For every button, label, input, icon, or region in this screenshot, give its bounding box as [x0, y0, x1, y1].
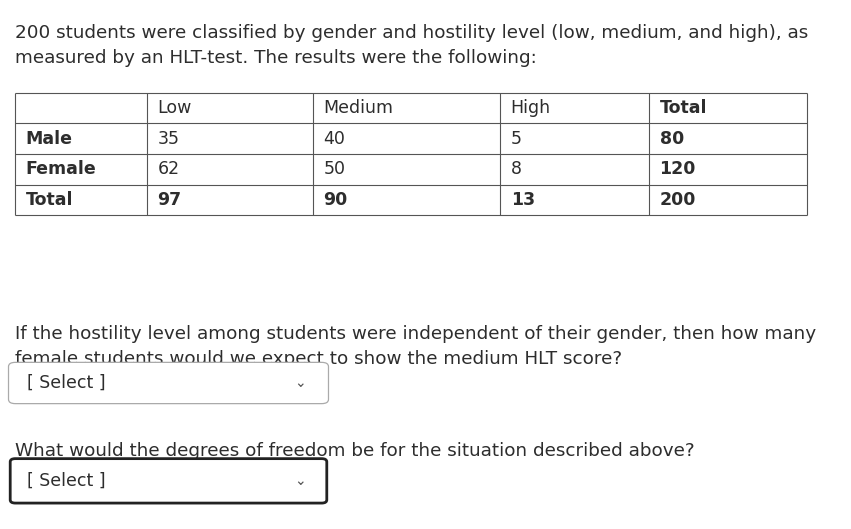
FancyBboxPatch shape [9, 362, 328, 404]
Text: Total: Total [26, 191, 73, 209]
Text: 40: 40 [323, 130, 346, 148]
Text: ⌄: ⌄ [294, 474, 306, 488]
Text: 50: 50 [323, 160, 346, 178]
Text: What would the degrees of freedom be for the situation described above?: What would the degrees of freedom be for… [15, 442, 695, 460]
Text: 13: 13 [511, 191, 534, 209]
Text: Low: Low [157, 99, 191, 117]
Text: 8: 8 [511, 160, 522, 178]
Text: 35: 35 [157, 130, 180, 148]
Text: Total: Total [660, 99, 707, 117]
Text: female students would we expect to show the medium HLT score?: female students would we expect to show … [15, 350, 622, 368]
Text: 200 students were classified by gender and hostility level (low, medium, and hig: 200 students were classified by gender a… [15, 24, 808, 42]
Text: [ Select ]: [ Select ] [27, 472, 106, 490]
Text: 5: 5 [511, 130, 522, 148]
Text: Female: Female [26, 160, 96, 178]
Text: [ Select ]: [ Select ] [27, 374, 106, 392]
FancyBboxPatch shape [10, 459, 327, 503]
Text: Male: Male [26, 130, 72, 148]
Text: 62: 62 [157, 160, 180, 178]
Text: 200: 200 [660, 191, 696, 209]
Text: 90: 90 [323, 191, 347, 209]
Text: ⌄: ⌄ [294, 376, 306, 390]
Text: measured by an HLT-test. The results were the following:: measured by an HLT-test. The results wer… [15, 49, 537, 67]
Text: 97: 97 [157, 191, 181, 209]
Text: High: High [511, 99, 551, 117]
Text: Medium: Medium [323, 99, 393, 117]
Text: If the hostility level among students were independent of their gender, then how: If the hostility level among students we… [15, 325, 816, 343]
Text: 80: 80 [660, 130, 683, 148]
Text: 120: 120 [660, 160, 696, 178]
